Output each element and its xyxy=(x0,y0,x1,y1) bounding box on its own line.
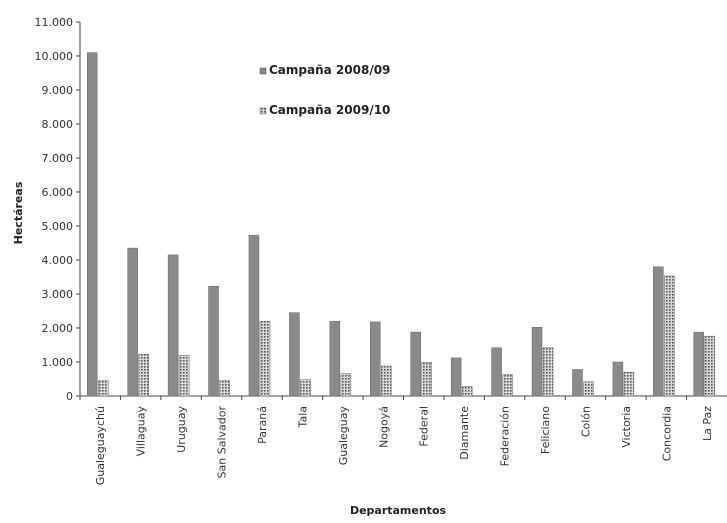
x-axis-title: Departamentos xyxy=(350,504,447,517)
bar-series2 xyxy=(219,380,230,397)
x-category-label: Diamante xyxy=(458,406,471,460)
bar-series2 xyxy=(421,362,432,397)
axes: 0 1.000 2.000 3.000 4.000 5.000 6.000 7.000 8.00… xyxy=(35,16,727,403)
x-category-label: Feliciano xyxy=(539,406,552,454)
y-tick-label: 9.000 xyxy=(42,84,74,97)
x-category-label: Tala xyxy=(296,406,309,428)
bar-series2 xyxy=(178,354,190,397)
x-category-label: Gualeguay xyxy=(337,406,350,466)
y-tick-label: 8.000 xyxy=(42,118,74,131)
bar-series1 xyxy=(531,327,543,397)
bar-series2 xyxy=(97,380,109,397)
y-axis-title: Hectáreas xyxy=(12,181,25,244)
bar-series1 xyxy=(86,52,98,397)
bar-series1 xyxy=(248,234,260,397)
bar-series1 xyxy=(329,320,341,397)
bar-series2 xyxy=(138,353,149,397)
bar-series1 xyxy=(370,321,381,397)
y-tick-label: 0 xyxy=(66,390,73,403)
legend-swatch xyxy=(259,107,267,115)
y-tick-label: 10.000 xyxy=(35,50,74,63)
x-category-label: Uruguay xyxy=(175,406,188,453)
bar-series1 xyxy=(612,361,624,397)
bar-series2 xyxy=(259,320,271,397)
x-category-label: San Salvador xyxy=(216,406,229,479)
y-tick-label: 11.000 xyxy=(35,16,74,29)
bar-series2 xyxy=(381,365,392,397)
bar-series1 xyxy=(167,254,179,397)
bar-series2 xyxy=(542,347,554,397)
bar-series2 xyxy=(461,386,473,397)
bar-series1 xyxy=(450,357,462,397)
y-tick-label: 7.000 xyxy=(42,152,74,165)
x-category-label: Federal xyxy=(418,406,431,447)
legend: Campaña 2008/09 Campaña 2009/10 xyxy=(259,63,390,117)
bar-series2 xyxy=(300,379,311,397)
bar-series1 xyxy=(491,347,502,397)
bar-series1 xyxy=(572,369,583,397)
category-labels: Gualeguaychú Villaguay Uruguay San Salvador… xyxy=(94,406,714,486)
bar-series1 xyxy=(653,266,664,397)
y-tick-label: 5.000 xyxy=(42,220,74,233)
y-tick-label: 3.000 xyxy=(42,288,74,301)
bar-series1 xyxy=(410,331,421,397)
bar-series2 xyxy=(704,335,716,397)
x-category-label: Paraná xyxy=(256,406,269,444)
legend-swatch xyxy=(259,67,267,75)
bar-series1 xyxy=(208,285,219,397)
bar-series2 xyxy=(502,374,513,397)
x-category-label: Nogoyá xyxy=(377,406,390,448)
x-category-label: Victoria xyxy=(620,406,633,448)
y-tick-label: 1.000 xyxy=(42,356,74,369)
y-tick-label: 4.000 xyxy=(42,254,74,267)
bar-series1 xyxy=(289,312,300,397)
bars xyxy=(86,52,716,397)
x-category-label: Concordia xyxy=(660,406,673,461)
x-category-label: Villaguay xyxy=(135,406,148,457)
legend-label: Campaña 2008/09 xyxy=(269,63,390,77)
bar-series2 xyxy=(583,381,594,397)
legend-label: Campaña 2009/10 xyxy=(269,103,390,117)
y-tick-label: 6.000 xyxy=(42,186,74,199)
x-category-label: Gualeguaychú xyxy=(94,406,107,485)
bar-series2 xyxy=(340,373,352,397)
bar-series2 xyxy=(664,275,675,397)
y-tick-label: 2.000 xyxy=(42,322,74,335)
x-category-label: Federación xyxy=(499,406,512,466)
bar-series1 xyxy=(127,247,138,397)
x-category-label: La Paz xyxy=(701,406,714,441)
bar-series2 xyxy=(623,371,635,397)
x-category-label: Colón xyxy=(579,406,592,437)
bar-series1 xyxy=(693,331,705,397)
